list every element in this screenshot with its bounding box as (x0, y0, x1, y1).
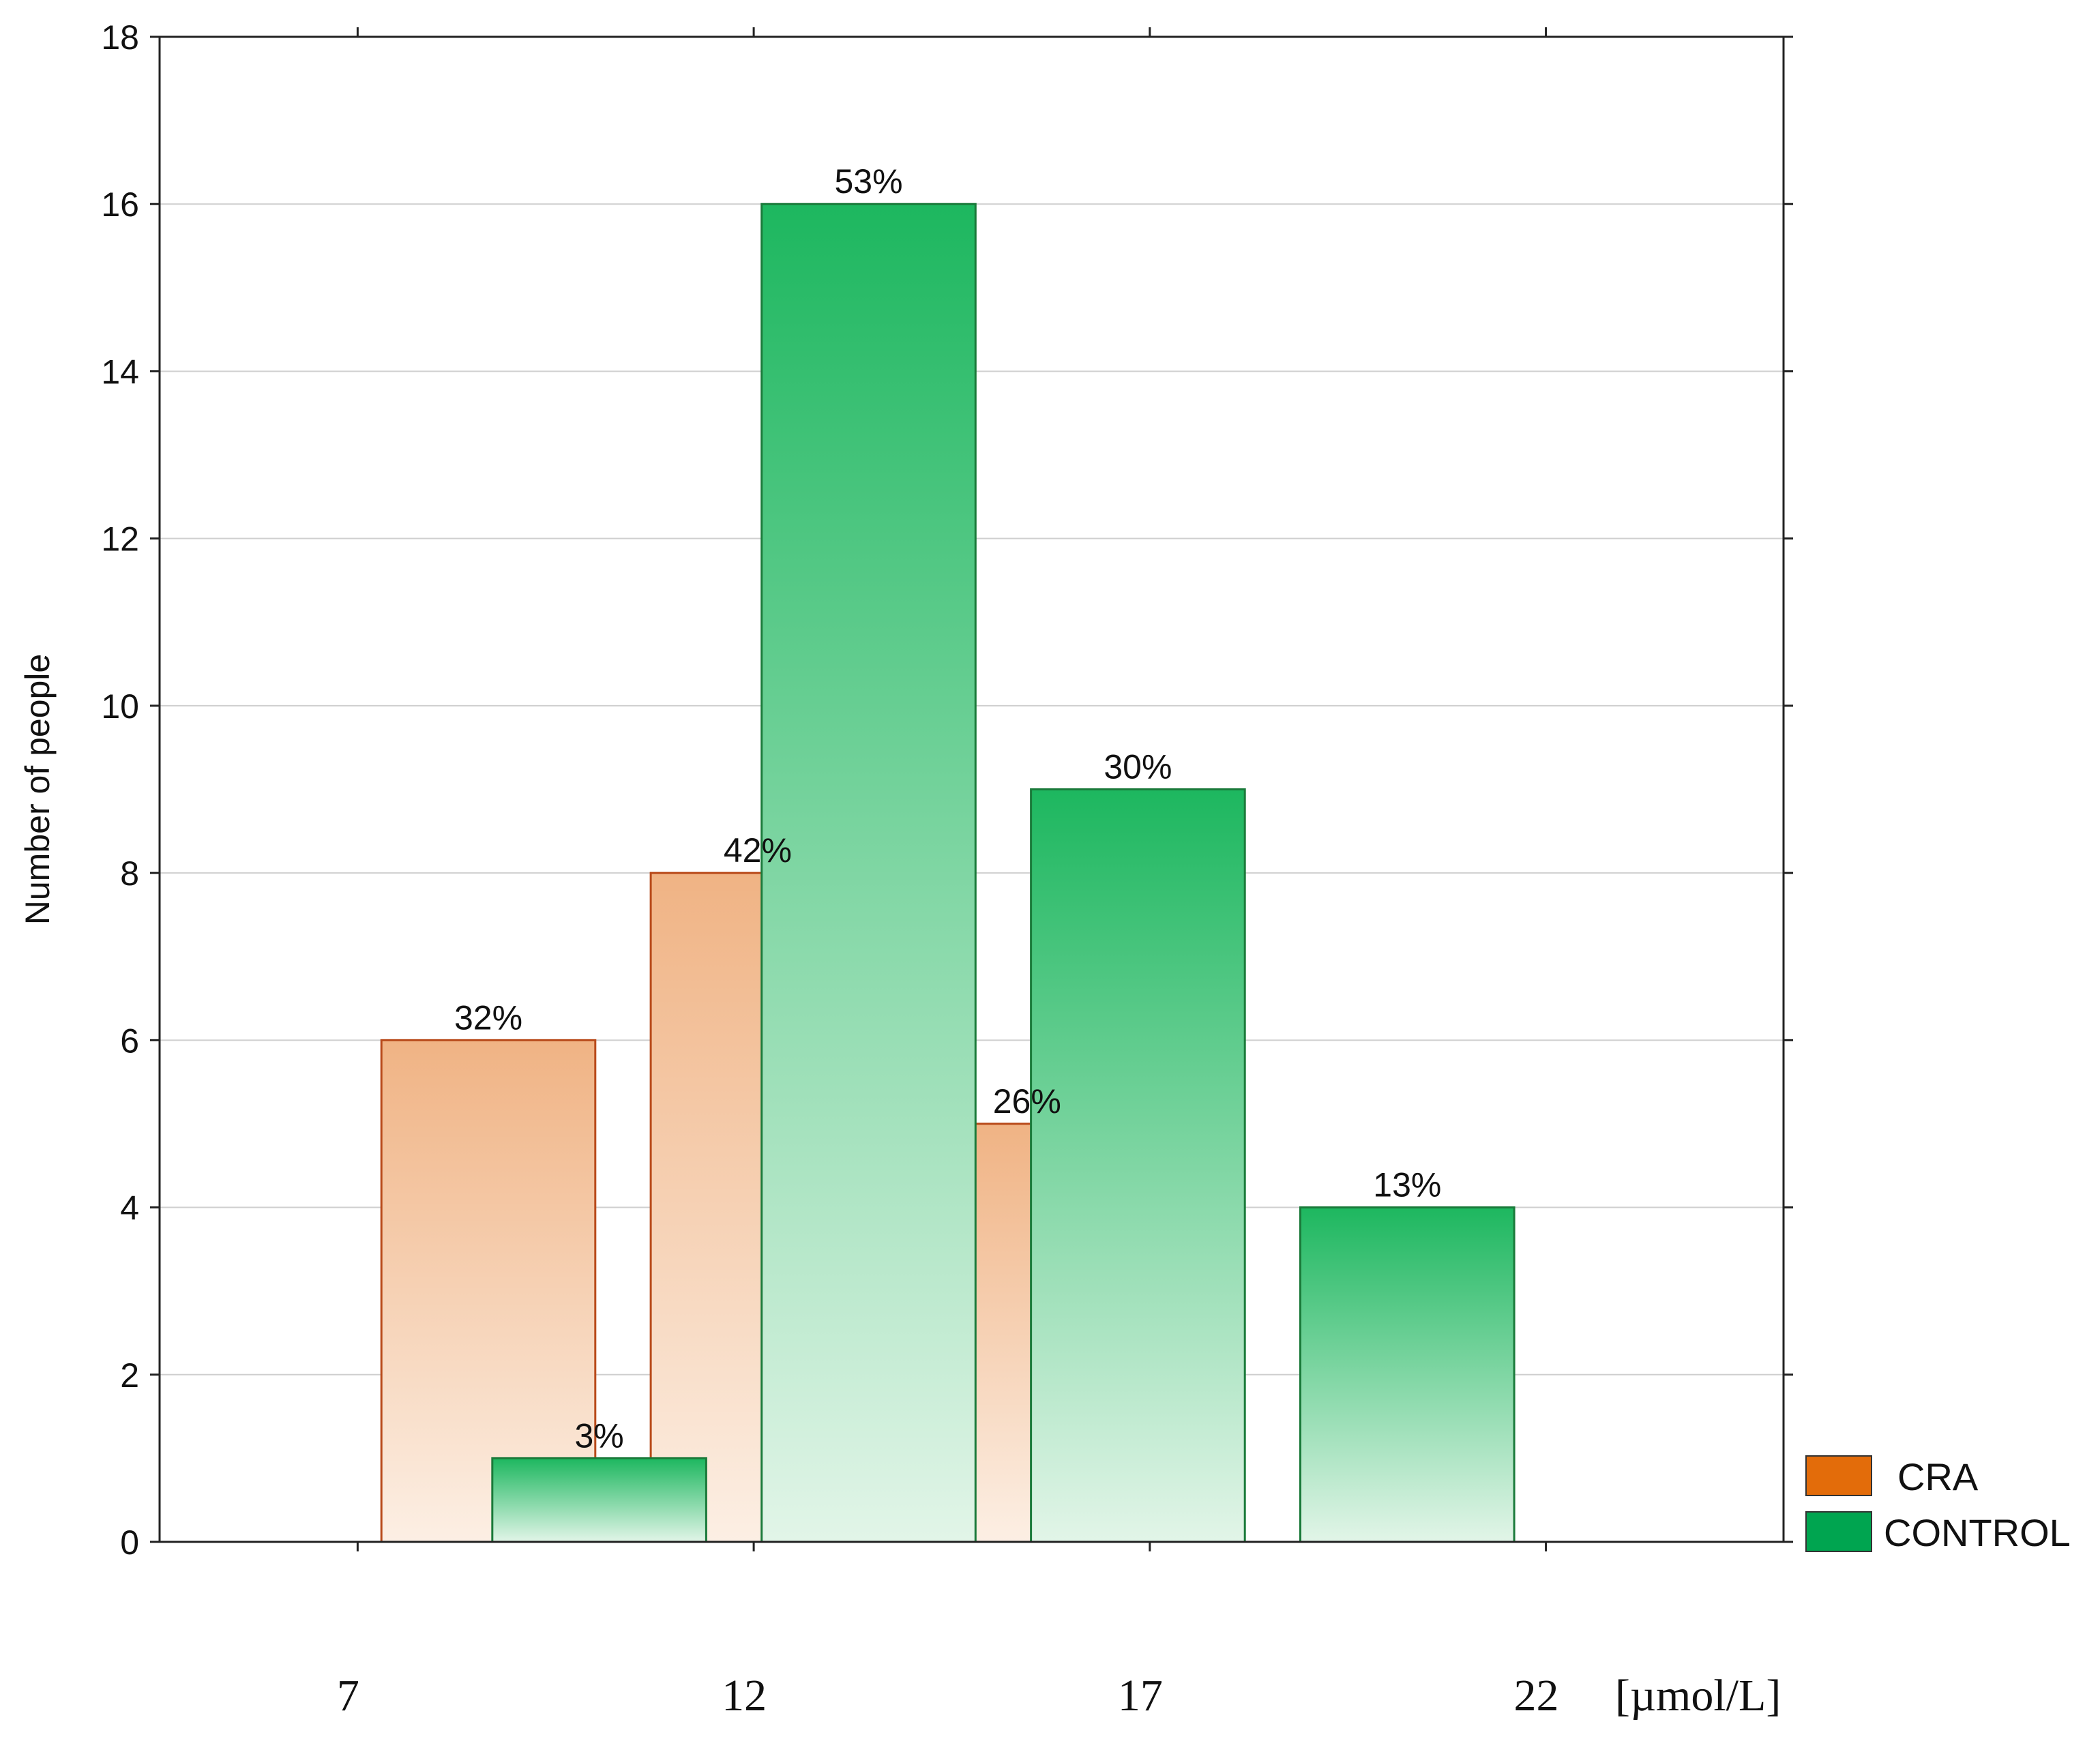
bar-data-label: 30% (1104, 748, 1172, 786)
bar-data-label: 42% (724, 831, 792, 869)
y-tick-label: 18 (101, 18, 139, 57)
bar-labels: 32% 42% 26% 3% 53% 30% 13% (454, 162, 1441, 1455)
bar-data-label: 26% (993, 1082, 1061, 1120)
y-axis: 0 2 4 6 8 10 12 14 16 18 (101, 18, 1793, 1562)
x-tick-label: 17 (1118, 1671, 1163, 1721)
x-tick-label: 7 (337, 1671, 359, 1721)
y-tick-label: 10 (101, 687, 139, 726)
x-tick-label: 12 (722, 1671, 767, 1721)
bar-data-label: 32% (454, 998, 522, 1037)
y-tick-label: 0 (120, 1523, 139, 1562)
y-axis-title: Number of people (18, 654, 57, 925)
control-bar (760, 203, 977, 1543)
legend-swatch (1805, 1511, 1872, 1552)
y-tick-label: 8 (120, 854, 139, 893)
y-tick-label: 16 (101, 185, 139, 224)
x-axis: 7 12 17 22 (337, 27, 1559, 1721)
control-bar (1299, 1206, 1515, 1543)
y-tick-label: 12 (101, 520, 139, 559)
y-tick-label: 6 (120, 1022, 139, 1060)
x-tick-label: 22 (1514, 1671, 1559, 1721)
legend-label: CRA (1897, 1455, 1979, 1498)
bar-data-label: 3% (574, 1416, 623, 1455)
y-tick-label: 4 (120, 1189, 139, 1227)
plot-frame (158, 35, 1785, 1543)
y-tick-label: 14 (101, 353, 139, 391)
control-bar (491, 1457, 707, 1543)
legend-label: CONTROL (1884, 1511, 2071, 1554)
legend-swatch (1805, 1455, 1872, 1496)
y-tick-label: 2 (120, 1356, 139, 1395)
bar-data-label: 53% (834, 162, 902, 200)
x-axis-unit: [µmol/L] (1615, 1671, 1781, 1721)
bars (380, 203, 1515, 1543)
control-bar (1030, 788, 1246, 1543)
bar-data-label: 13% (1373, 1166, 1441, 1204)
legend: CRA CONTROL (1805, 1455, 2071, 1554)
